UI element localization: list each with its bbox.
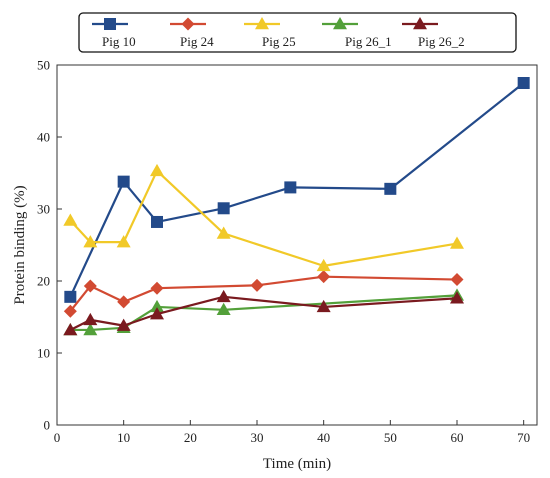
legend-label: Pig 26_1 (345, 34, 392, 49)
legend-label: Pig 10 (102, 34, 136, 49)
y-tick-label: 10 (37, 346, 50, 361)
series-pig-25 (63, 163, 464, 272)
data-point (116, 318, 131, 331)
legend-marker (413, 17, 427, 30)
data-point (64, 290, 77, 303)
legend-label: Pig 24 (180, 34, 214, 49)
data-point (150, 281, 164, 295)
data-point (63, 322, 78, 336)
data-point (116, 235, 131, 248)
legend-marker (333, 17, 347, 30)
legend-item: Pig 10 (92, 18, 136, 49)
data-point (216, 289, 231, 303)
x-tick-label: 20 (184, 430, 197, 445)
data-point (83, 312, 98, 326)
data-point (284, 181, 297, 194)
legend-marker (104, 18, 116, 30)
y-tick-label: 40 (37, 130, 50, 145)
legend-marker (255, 17, 269, 30)
series-pig-24 (63, 270, 464, 318)
data-point (83, 279, 97, 293)
x-tick-label: 70 (517, 430, 530, 445)
series-pig-26-2 (63, 289, 464, 336)
plot-area: 0 10 20 30 40 50 60 70 0 10 20 30 40 50 (37, 58, 538, 445)
legend-marker (181, 17, 195, 31)
x-tick-label: 40 (317, 430, 330, 445)
series-pig-10 (64, 77, 530, 303)
legend-item: Pig 24 (170, 17, 214, 49)
data-point (317, 270, 331, 284)
x-tick-label: 0 (54, 430, 61, 445)
legend-item: Pig 26_1 (322, 17, 392, 49)
data-point (217, 202, 230, 215)
data-point (316, 258, 331, 272)
y-tick-label: 50 (37, 58, 50, 73)
data-point (63, 304, 77, 318)
legend: Pig 10 Pig 24 Pig 25 Pig 26_1 Pig 26_2 (78, 12, 517, 53)
data-point (117, 295, 131, 309)
data-point (450, 291, 464, 304)
y-tick-label: 30 (37, 202, 50, 217)
data-point (63, 213, 78, 226)
data-point (316, 299, 331, 313)
data-point (117, 175, 130, 188)
x-tick-label: 10 (117, 430, 130, 445)
legend-item: Pig 26_2 (402, 17, 465, 49)
data-point (150, 163, 164, 177)
series-line (69, 82, 525, 298)
y-axis-title: Protein binding (%) (12, 185, 28, 304)
data-point (83, 322, 98, 336)
data-point (151, 215, 163, 228)
x-tick-label: 30 (251, 430, 264, 445)
y-tick-label: 20 (37, 274, 50, 289)
x-axis-title: Time (min) (263, 456, 331, 472)
legend-label: Pig 25 (262, 34, 296, 49)
data-point (450, 273, 464, 287)
data-point (216, 302, 231, 316)
x-tick-label: 60 (451, 430, 464, 445)
legend-label: Pig 26_2 (418, 34, 465, 49)
series-line (69, 275, 458, 312)
axes-frame (56, 64, 538, 426)
data-point (384, 182, 397, 195)
data-point (250, 278, 264, 292)
data-point (216, 226, 231, 239)
legend-item: Pig 25 (244, 17, 296, 49)
data-point (517, 77, 530, 89)
y-tick-label: 0 (44, 418, 51, 433)
data-point (150, 307, 164, 320)
data-point (150, 299, 164, 313)
data-point (83, 235, 98, 248)
x-tick-label: 50 (384, 430, 397, 445)
data-point (450, 236, 464, 249)
